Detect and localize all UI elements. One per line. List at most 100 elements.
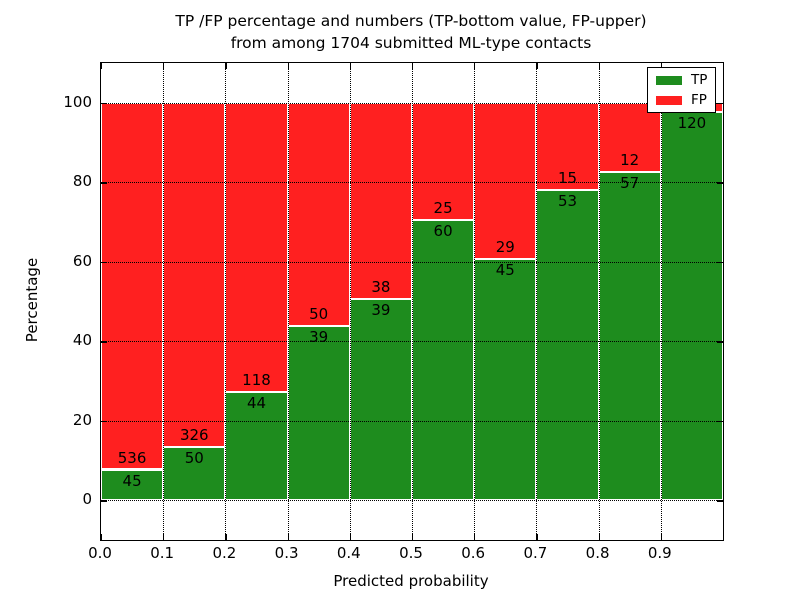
- y-tick-mark: [717, 341, 723, 343]
- tp-value-label: 50: [184, 449, 204, 468]
- legend-item-fp: FP: [656, 93, 707, 107]
- y-tick-label: 100: [63, 92, 92, 111]
- fp-value-label: 326: [179, 426, 209, 445]
- x-tick-label: 0.8: [585, 544, 610, 562]
- tp-value-label: 120: [677, 114, 707, 133]
- y-tick-mark: [101, 341, 107, 343]
- fp-swatch-icon: [656, 95, 682, 105]
- bar-segment-fp: [225, 102, 288, 393]
- bar-segment-tp: [349, 298, 412, 501]
- y-axis-label: Percentage: [23, 257, 41, 343]
- bar-segment-tp: [598, 171, 661, 501]
- fp-value-label: 536: [117, 448, 147, 467]
- y-tick-label: 80: [72, 172, 92, 191]
- x-tick-mark: [412, 534, 414, 540]
- x-tick-label: 0.9: [647, 544, 672, 562]
- x-tick-label: 0.2: [212, 544, 237, 562]
- vertical-gridline: [536, 63, 538, 540]
- x-tick-mark: [474, 534, 476, 540]
- x-tick-mark: [598, 534, 600, 540]
- fp-value-label: 38: [371, 277, 391, 296]
- y-tick-mark: [717, 261, 723, 264]
- y-tick-mark: [101, 500, 107, 502]
- y-tick-mark: [717, 500, 723, 502]
- bar-segment-tp: [163, 447, 226, 501]
- x-tick-mark: [163, 63, 165, 69]
- bar-segment-tp: [536, 190, 599, 501]
- vertical-gridline: [287, 63, 289, 540]
- fp-value-label: 12: [620, 150, 640, 169]
- y-tick-mark: [101, 182, 107, 184]
- x-tick-mark: [660, 63, 663, 69]
- y-tick-mark: [717, 420, 723, 423]
- bar-segment-tp: [287, 326, 350, 501]
- x-tick-label: 0.4: [336, 544, 361, 562]
- fp-value-label: 118: [242, 371, 271, 390]
- x-tick-mark: [536, 63, 538, 69]
- bar-segment-fp: [349, 102, 412, 299]
- y-tick-mark: [717, 102, 723, 105]
- fp-value-label: 25: [433, 198, 453, 217]
- vertical-gridline: [163, 63, 165, 540]
- x-tick-label: 0.3: [274, 544, 299, 562]
- y-tick-label: 20: [72, 410, 92, 429]
- y-tick-mark: [101, 102, 107, 105]
- vertical-gridline: [349, 63, 351, 540]
- x-tick-label: 0.7: [523, 544, 548, 562]
- y-tick-mark: [101, 261, 107, 264]
- horizontal-gridline: [101, 182, 723, 184]
- x-tick-mark: [660, 534, 663, 540]
- x-tick-mark: [536, 534, 538, 540]
- bar-segment-tp: [412, 219, 475, 501]
- tp-value-label: 44: [246, 394, 267, 413]
- x-tick-mark: [163, 534, 165, 540]
- bar-segment-tp: [101, 469, 164, 501]
- y-tick-mark: [717, 182, 723, 184]
- tp-value-label: 57: [620, 173, 640, 192]
- x-tick-mark: [225, 534, 227, 540]
- bar-segment-fp: [163, 102, 226, 448]
- vertical-gridline: [474, 63, 476, 540]
- x-tick-mark: [101, 534, 103, 540]
- x-tick-label: 0.0: [88, 544, 112, 562]
- x-tick-mark: [101, 63, 103, 69]
- x-tick-label: 0.6: [461, 544, 486, 562]
- chart-title-line2: from among 1704 submitted ML-type contac…: [230, 34, 592, 52]
- legend-item-tp: TP: [656, 73, 707, 87]
- vertical-gridline: [598, 63, 600, 540]
- bar-segment-tp: [660, 112, 723, 501]
- vertical-gridline: [660, 63, 662, 540]
- tp-value-label: 45: [495, 260, 515, 279]
- fp-value-label: 15: [557, 169, 578, 188]
- tp-value-label: 53: [557, 192, 578, 211]
- legend-label-tp: TP: [691, 72, 708, 88]
- bar-segment-tp: [474, 258, 537, 501]
- tp-value-label: 39: [371, 300, 391, 319]
- legend: TP FP: [647, 67, 717, 113]
- bar-segment-fp: [101, 102, 164, 470]
- x-tick-label: 0.5: [399, 544, 423, 562]
- horizontal-gridline: [101, 500, 723, 502]
- x-tick-mark: [287, 534, 289, 540]
- x-tick-mark: [598, 63, 600, 69]
- horizontal-gridline: [101, 420, 723, 422]
- y-tick-label: 40: [72, 331, 92, 350]
- x-tick-mark: [474, 63, 476, 69]
- tp-swatch-icon: [656, 75, 682, 85]
- plot-area: TP FP 536 45 326 50 118 44 50 39 38 39 25 60 29 45 15 5…: [100, 62, 724, 541]
- vertical-gridline: [225, 63, 227, 540]
- legend-label-fp: FP: [691, 92, 707, 108]
- y-tick-label: 60: [72, 251, 92, 270]
- x-axis-label: Predicted probability: [333, 572, 489, 590]
- vertical-gridline: [412, 63, 413, 540]
- tp-value-label: 60: [433, 221, 453, 240]
- fp-value-label: 29: [495, 237, 515, 256]
- tp-value-label: 39: [309, 328, 329, 347]
- chart-title-line1: TP /FP percentage and numbers (TP-bottom…: [175, 12, 647, 30]
- x-tick-mark: [287, 63, 289, 69]
- horizontal-gridline: [101, 341, 723, 343]
- x-tick-mark: [349, 534, 352, 540]
- x-tick-label: 0.1: [150, 544, 175, 562]
- x-tick-mark: [349, 63, 352, 69]
